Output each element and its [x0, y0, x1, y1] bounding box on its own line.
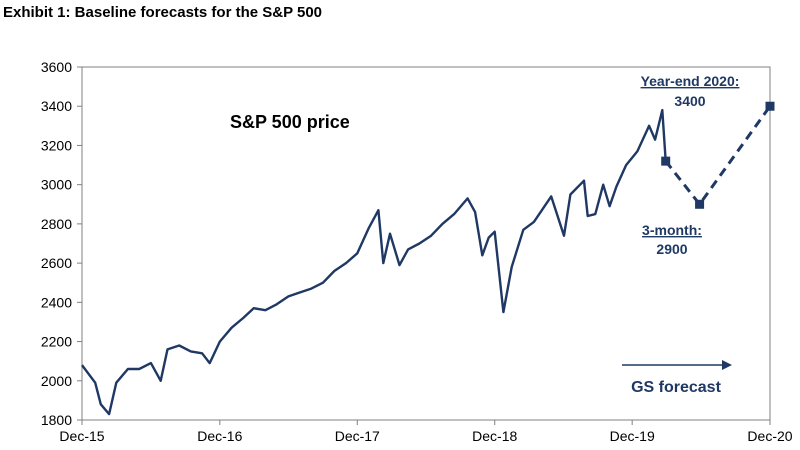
y-tick-label: 3400	[41, 98, 72, 114]
y-tick-label: 2400	[41, 294, 72, 310]
y-tick-label: 2000	[41, 373, 72, 389]
y-tick-label: 1800	[41, 412, 72, 428]
y-tick-label: 3600	[41, 59, 72, 75]
three-month-annotation: 3-month: 2900	[642, 222, 702, 257]
three-month-label: 3-month:	[642, 222, 702, 238]
gs-forecast-arrow: GS forecast	[622, 360, 732, 396]
forecast-markers	[661, 101, 775, 209]
y-axis: 1800 2000 2200 2400 2600 2800 3000 3200 3400 3600	[41, 59, 82, 428]
year-end-label: Year-end 2020:	[641, 73, 740, 89]
chart-title: S&P 500 price	[230, 112, 350, 132]
forecast-point	[765, 101, 775, 111]
series-lines	[81, 105, 772, 416]
exhibit-title: Exhibit 1: Baseline forecasts for the S&…	[3, 4, 323, 21]
plot-frame	[81, 66, 771, 421]
forecast-point	[695, 199, 705, 209]
y-tick-label: 3200	[41, 137, 72, 153]
price-line	[81, 108, 667, 416]
y-tick-label: 3000	[41, 177, 72, 193]
arrow-head-icon	[722, 360, 732, 370]
gs-forecast-label: GS forecast	[631, 379, 721, 396]
forecast-line	[664, 105, 772, 206]
x-tick-label: Dec-18	[472, 428, 517, 444]
x-axis: Dec-15 Dec-16 Dec-17 Dec-18 Dec-19 Dec-20	[59, 420, 793, 444]
x-tick-label: Dec-17	[335, 428, 380, 444]
y-tick-label: 2600	[41, 255, 72, 271]
year-end-annotation: Year-end 2020: 3400	[641, 73, 740, 109]
y-tick-label: 2200	[41, 334, 72, 350]
x-tick-label: Dec-15	[59, 428, 104, 444]
x-tick-label: Dec-19	[610, 428, 655, 444]
forecast-point	[661, 156, 671, 166]
three-month-value: 2900	[656, 241, 687, 257]
y-tick-label: 2800	[41, 216, 72, 232]
year-end-value: 3400	[674, 93, 705, 109]
x-tick-label: Dec-20	[747, 428, 792, 444]
x-tick-label: Dec-16	[197, 428, 242, 444]
